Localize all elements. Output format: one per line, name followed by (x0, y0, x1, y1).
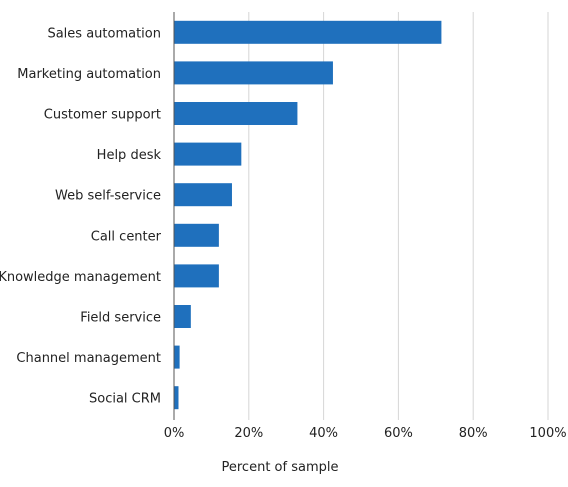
x-tick-label: 20% (234, 426, 263, 441)
bar (174, 345, 180, 369)
bar (174, 102, 298, 125)
x-tick-label: 100% (529, 426, 566, 441)
category-label: Field service (80, 311, 161, 326)
category-label: Web self-service (55, 189, 161, 204)
bars (174, 20, 442, 410)
category-label: Help desk (97, 148, 162, 163)
bar (174, 183, 232, 207)
x-tick-label: 0% (164, 426, 185, 441)
category-label: Sales automation (47, 26, 161, 41)
bar (174, 264, 219, 288)
x-tick-labels: 0% 20% 40% 60% 80% 100% (164, 426, 567, 441)
bar (174, 305, 191, 328)
bar (174, 20, 442, 44)
category-label: Channel management (16, 351, 161, 366)
category-label: Social CRM (89, 392, 161, 407)
bar (174, 142, 242, 166)
category-labels: Sales automation Marketing automation Cust… (0, 26, 162, 406)
bar (174, 61, 333, 85)
x-tick-label: 60% (384, 426, 413, 441)
bar (174, 386, 179, 410)
x-tick-label: 80% (459, 426, 488, 441)
bar (174, 223, 219, 247)
category-label: Call center (91, 229, 162, 244)
category-label: Customer support (44, 108, 161, 123)
x-axis-title: Percent of sample (222, 460, 339, 475)
category-label: Knowledge management (0, 270, 161, 285)
x-tick-label: 40% (309, 426, 338, 441)
category-label: Marketing automation (17, 67, 161, 82)
